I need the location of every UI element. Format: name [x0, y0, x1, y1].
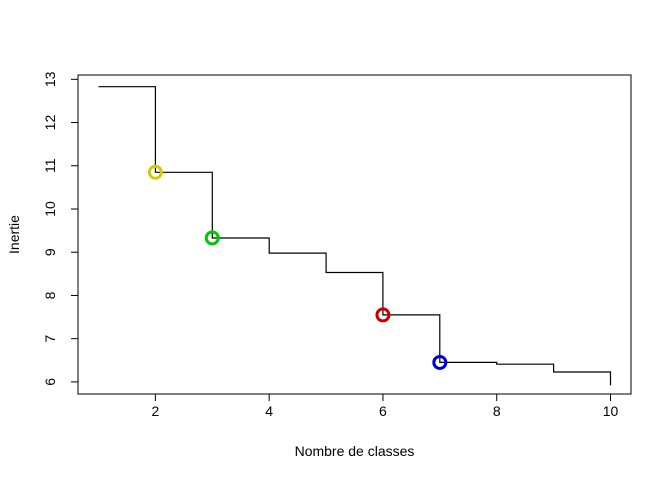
- y-tick-label: 9: [42, 248, 58, 256]
- x-axis-title: Nombre de classes: [295, 443, 415, 459]
- plot-area-frame: [77, 74, 632, 395]
- y-tick-label: 7: [42, 335, 58, 343]
- step-series: [98, 86, 612, 386]
- y-tick-label: 13: [42, 71, 58, 87]
- y-tick-label: 12: [42, 115, 58, 131]
- y-tick-label: 6: [42, 378, 58, 386]
- y-axis: 6 7 8 9 10 11 12 13: [42, 71, 78, 386]
- x-tick-label: 10: [603, 403, 619, 419]
- marker-circle: [204, 230, 220, 246]
- step-line: [98, 86, 612, 386]
- marker-circle: [432, 354, 448, 370]
- x-tick-label: 2: [151, 403, 159, 419]
- x-axis: 2 4 6 8 10: [151, 394, 619, 419]
- x-tick-label: 6: [379, 403, 387, 419]
- x-tick-label: 4: [265, 403, 273, 419]
- y-axis-title: Inertie: [6, 215, 22, 254]
- x-tick-label: 8: [493, 403, 501, 419]
- y-tick-label: 11: [42, 158, 58, 173]
- marker-circle: [147, 164, 163, 180]
- y-tick-label: 8: [42, 291, 58, 299]
- marker-circle: [375, 307, 391, 323]
- marker-group: [147, 164, 448, 370]
- y-tick-label: 10: [42, 201, 58, 217]
